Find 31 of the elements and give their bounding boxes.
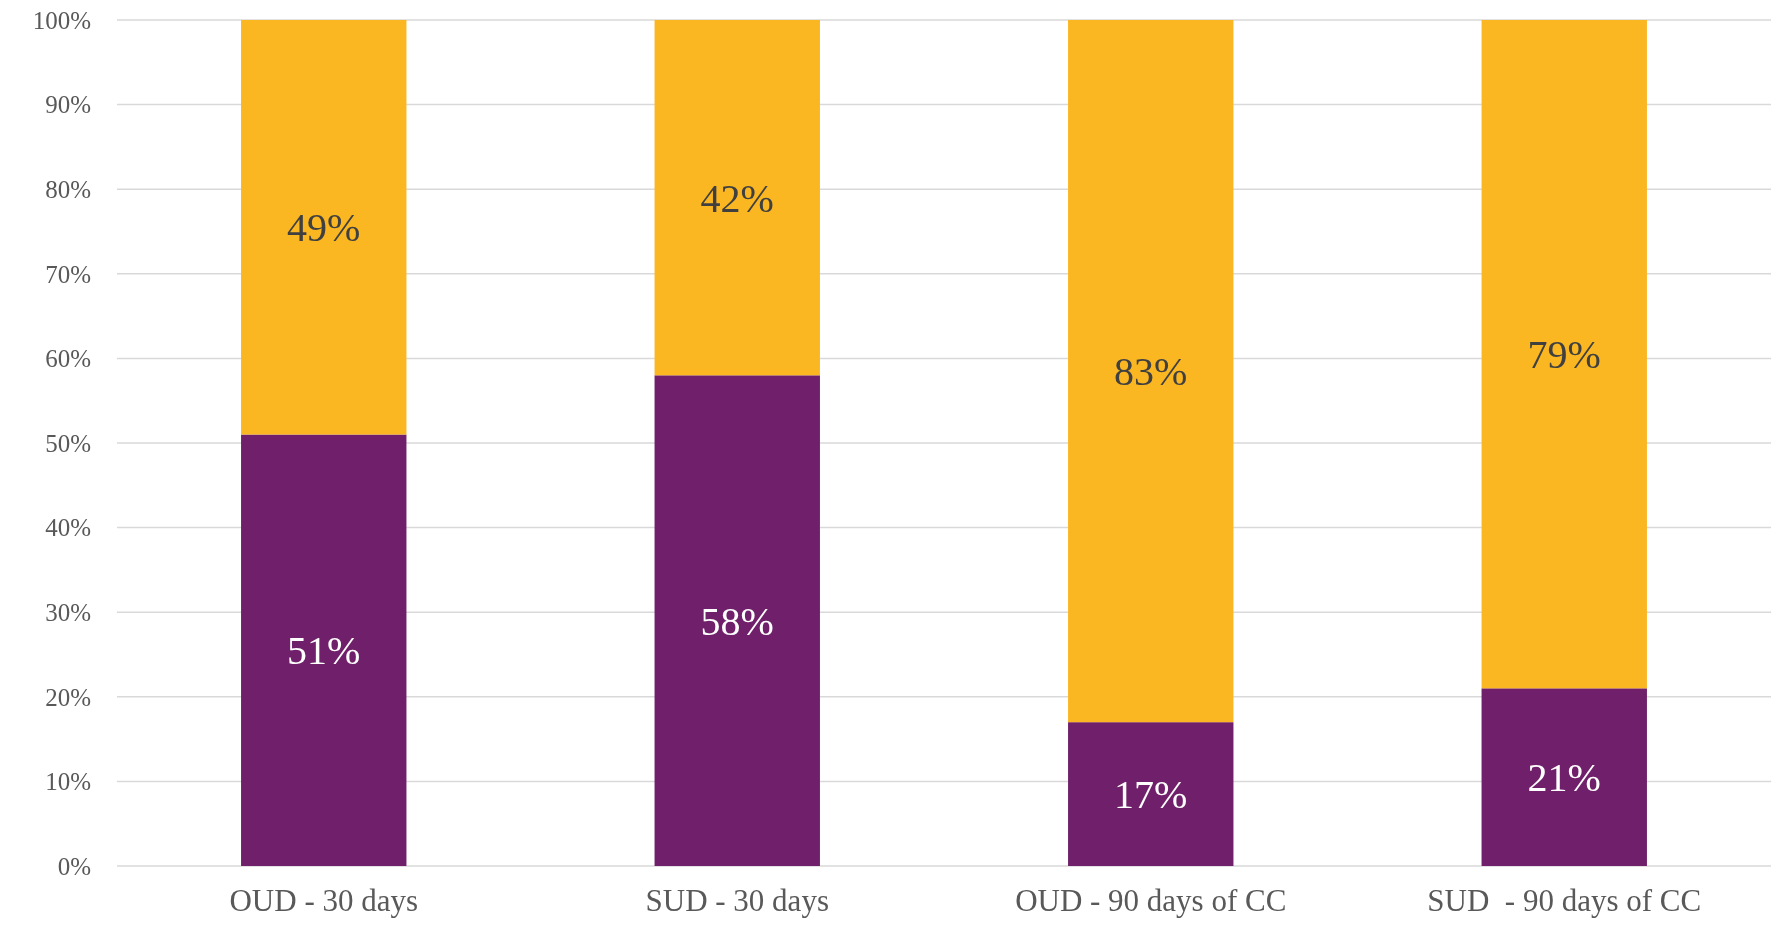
y-tick-label: 80%: [45, 175, 91, 203]
y-tick-label: 90%: [45, 91, 91, 119]
data-label: 58%: [700, 598, 774, 644]
y-tick-label: 30%: [45, 598, 91, 626]
bar: [1068, 722, 1234, 866]
y-tick-label: 40%: [45, 514, 91, 542]
bar: [654, 375, 820, 866]
bar: [654, 20, 820, 376]
y-tick-label: 70%: [45, 260, 91, 288]
data-label: 17%: [1114, 772, 1188, 818]
y-tick-label: 50%: [45, 429, 91, 457]
x-tick-label: SUD - 90 days of CC: [1427, 883, 1702, 918]
bar: [241, 20, 407, 435]
data-label: 49%: [287, 205, 361, 251]
bar: [241, 434, 407, 866]
y-tick-label: 10%: [45, 768, 91, 796]
data-label: 21%: [1527, 755, 1601, 801]
data-label: 51%: [287, 628, 361, 674]
x-tick-label: OUD - 90 days of CC: [1015, 883, 1287, 918]
data-label: 79%: [1527, 332, 1601, 378]
x-tick-label: OUD - 30 days: [229, 883, 419, 918]
y-tick-label: 20%: [45, 683, 91, 711]
bar: [1068, 20, 1234, 723]
bar: [1481, 688, 1647, 866]
x-tick-label: SUD - 30 days: [645, 883, 829, 918]
y-tick-label: 0%: [57, 852, 91, 880]
y-tick-label: 100%: [32, 6, 91, 34]
bar: [1481, 20, 1647, 689]
data-label: 42%: [700, 175, 774, 221]
data-label: 83%: [1114, 349, 1188, 395]
y-tick-label: 60%: [45, 345, 91, 373]
